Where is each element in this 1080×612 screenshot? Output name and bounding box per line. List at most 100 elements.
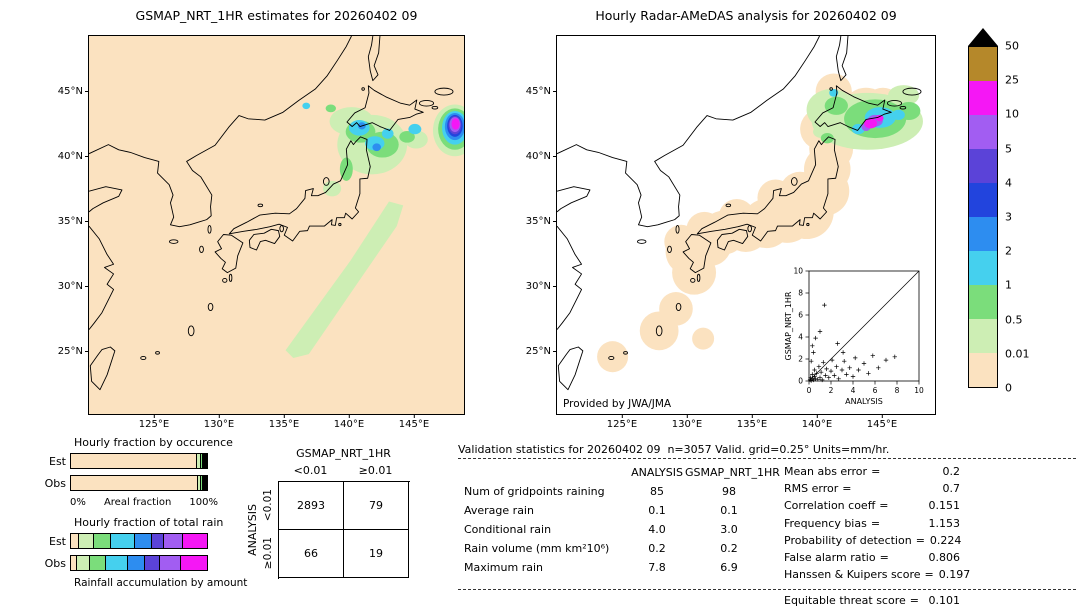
row-header-below: <0.01: [262, 481, 274, 529]
tick-text: 145°E: [866, 419, 898, 430]
score-item: Correlation coeff = 0.151: [784, 497, 960, 514]
bar-row: Est: [40, 533, 222, 549]
validation-block: Validation statistics for 20260402 09 n=…: [458, 443, 1078, 607]
inset-tick-label: 2: [798, 355, 803, 364]
tick-mark: [348, 414, 350, 418]
score-item: Frequency bias = 1.153: [784, 515, 960, 532]
inset-tick-label: 6: [873, 386, 878, 395]
tick-mark: [85, 221, 89, 223]
contingency-title: GSMAP_NRT_1HR: [296, 447, 391, 460]
empty-header: [464, 463, 629, 482]
contingency-side-label: ANALYSIS: [246, 481, 259, 579]
score-value: 0.7: [942, 482, 961, 496]
tick-mark: [85, 91, 89, 93]
col-header-below: <0.01: [293, 464, 328, 477]
equals-sign: =: [879, 499, 889, 513]
equals-sign: =: [909, 594, 919, 608]
metric-label: Num of gridpoints raining: [464, 485, 605, 498]
tick-text: 30°N: [525, 280, 551, 292]
tick-text: 130°E: [203, 419, 235, 430]
scatter-point: [810, 343, 815, 348]
colorbar-segment: [969, 183, 997, 217]
bar-segment: [88, 556, 105, 570]
obs-occurrence-bar: [70, 475, 208, 491]
colorbar-tick-label: 10: [1005, 107, 1019, 121]
colorbar-labels: 50 25 10 5 4 3 2 1 0.5 0.01 0: [1005, 41, 1067, 394]
tick-text: 40°N: [525, 150, 551, 162]
colorbar-segment: [969, 47, 997, 81]
scatter-point: [820, 377, 825, 383]
bar-row: Obs: [40, 555, 222, 571]
scatter-point: [818, 370, 824, 375]
scatter-point: [814, 371, 819, 376]
gsmap-column-header: GSMAP_NRT_1HR: [685, 466, 780, 479]
analysis-value: 0.1: [648, 504, 666, 517]
colorbar-tick-label: 0.5: [1005, 313, 1023, 327]
radar-coverage-area: [659, 292, 693, 326]
scatter-point: [823, 373, 828, 378]
scatter-point: [840, 350, 846, 355]
bar-segment: [71, 534, 78, 548]
tick-mark: [553, 221, 557, 223]
bar-segment: [204, 476, 206, 490]
bar-segment: [71, 454, 196, 468]
bar-segment: [205, 476, 207, 490]
validation-table: ANALYSIS GSMAP_NRT_1HR Num of gridpoints…: [464, 463, 780, 577]
inset-canvas: 00 2 2 4 4 6 6 8 8 10 10 ANALYSIS GSMAP_NRT_1HR: [784, 267, 924, 407]
score-value: 0.224: [929, 533, 962, 547]
right-map: Provided by JWA/JMA 0 0 2 2 4 4 6 6 8 8 10 10 ANALY…: [526, 35, 936, 430]
tick-mark: [553, 156, 557, 158]
inset-tick-label: 2: [829, 386, 834, 395]
rain-cell: [891, 109, 905, 121]
lon-tick-label: 145°E: [867, 414, 897, 430]
row-header-text: <0.01: [262, 488, 274, 522]
est-totalrain-bar: [70, 533, 208, 549]
divider-bottom: [458, 589, 1076, 590]
scatter-point: [812, 374, 817, 379]
gsmap-value: 0.2: [720, 542, 738, 555]
side-label-text: ANALYSIS: [246, 504, 259, 556]
scatter-point: [810, 372, 815, 377]
inset-tick-label: 4: [851, 386, 856, 395]
validation-row: Num of gridpoints raining 85 98: [464, 482, 773, 501]
rain-cell: [372, 143, 381, 152]
score-value: 0.101: [928, 594, 961, 608]
correct-negatives-cell: 2893: [279, 482, 344, 530]
colorbar-segment: [969, 149, 997, 183]
score-label: Mean abs error: [784, 465, 868, 478]
scatter-point: [835, 341, 840, 346]
gsmap-value: 6.9: [720, 561, 738, 574]
colorbar-overflow-triangle: [968, 28, 998, 46]
score-value: 0.2: [942, 465, 961, 478]
bar-segment: [196, 476, 200, 490]
lat-tick-label: 40°N: [525, 150, 557, 162]
right-map-title: Hourly Radar-AMeDAS analysis for 2026040…: [595, 8, 897, 23]
colorbar-tick-label: 0: [1005, 381, 1012, 395]
inset-tick-marks: [805, 270, 920, 385]
scatter-point: [847, 365, 852, 370]
right-map-rain-layer: [806, 85, 923, 150]
analysis-column-header: ANALYSIS: [631, 466, 683, 479]
scatter-point: [892, 354, 897, 359]
score-value: 1.153: [928, 516, 961, 530]
tick-mark: [881, 414, 883, 418]
row-header-above: ≥0.01: [262, 529, 274, 577]
axis-tick-hundred: 100%: [189, 497, 218, 508]
lon-tick-label: 140°E: [334, 414, 364, 430]
validation-header-row: ANALYSIS GSMAP_NRT_1HR: [464, 463, 780, 482]
scatter-point: [844, 372, 849, 377]
tick-mark: [283, 414, 285, 418]
score-label: Equitable threat score: [784, 594, 906, 608]
tick-text: 40°N: [57, 150, 83, 162]
tick-mark: [816, 414, 818, 418]
score-item: Probability of detection = 0.224: [784, 532, 962, 549]
gsmap-value: 98: [722, 485, 736, 498]
validation-title: Validation statistics for 20260402 09 n=…: [458, 443, 890, 456]
score-item: Equitable threat score = 0.101: [784, 592, 960, 609]
areal-fraction-axis: 0% Areal fraction 100%: [70, 497, 218, 508]
row-label-est: Est: [49, 534, 66, 548]
lon-tick-label: 145°E: [399, 414, 429, 430]
lon-tick-label: 130°E: [672, 414, 702, 430]
inset-tick-label: 0: [798, 377, 803, 386]
tick-mark: [153, 414, 155, 418]
